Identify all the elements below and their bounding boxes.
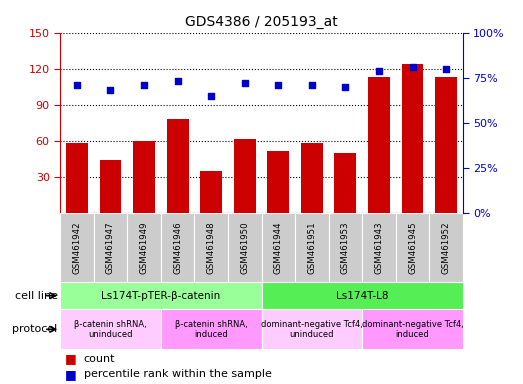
Text: β-catenin shRNA,
uninduced: β-catenin shRNA, uninduced <box>74 319 147 339</box>
Bar <box>295 213 328 282</box>
Bar <box>429 213 463 282</box>
Text: ■: ■ <box>65 368 77 381</box>
Text: Ls174T-L8: Ls174T-L8 <box>336 291 389 301</box>
Text: cell line: cell line <box>15 291 58 301</box>
Bar <box>66 143 88 213</box>
Bar <box>60 213 94 282</box>
Bar <box>301 143 323 213</box>
Text: GSM461949: GSM461949 <box>140 222 149 274</box>
Bar <box>262 213 295 282</box>
Bar <box>60 309 161 349</box>
Bar <box>267 151 289 213</box>
Bar <box>362 309 463 349</box>
Text: dominant-negative Tcf4,
induced: dominant-negative Tcf4, induced <box>361 319 463 339</box>
Bar <box>368 77 390 213</box>
Bar <box>161 309 262 349</box>
Bar <box>195 213 228 282</box>
Point <box>140 82 148 88</box>
Text: GSM461952: GSM461952 <box>441 221 451 274</box>
Point <box>408 64 417 70</box>
Bar <box>435 77 457 213</box>
Bar <box>161 213 195 282</box>
Text: percentile rank within the sample: percentile rank within the sample <box>84 369 271 379</box>
Text: ■: ■ <box>65 353 77 366</box>
Bar <box>133 141 155 213</box>
Bar <box>335 153 356 213</box>
Text: GSM461942: GSM461942 <box>72 221 82 274</box>
Bar <box>94 213 127 282</box>
Bar <box>200 171 222 213</box>
Point <box>274 82 282 88</box>
Point <box>174 78 182 84</box>
Point <box>375 68 383 74</box>
Text: GSM461950: GSM461950 <box>240 221 249 274</box>
Point <box>341 84 349 90</box>
Point <box>241 80 249 86</box>
Bar <box>262 309 362 349</box>
Bar <box>328 213 362 282</box>
Bar <box>228 213 262 282</box>
Bar <box>396 213 429 282</box>
Bar <box>262 282 463 309</box>
Point <box>442 66 450 72</box>
Bar <box>99 160 121 213</box>
Text: β-catenin shRNA,
induced: β-catenin shRNA, induced <box>175 319 247 339</box>
Point <box>73 82 81 88</box>
Text: dominant-negative Tcf4,
uninduced: dominant-negative Tcf4, uninduced <box>261 319 363 339</box>
Point <box>207 93 215 99</box>
Bar <box>362 213 396 282</box>
Text: GSM461944: GSM461944 <box>274 221 283 274</box>
Bar <box>402 64 424 213</box>
Bar <box>60 282 262 309</box>
Point <box>106 87 115 93</box>
Text: protocol: protocol <box>12 324 58 334</box>
Text: GSM461953: GSM461953 <box>341 221 350 274</box>
Text: Ls174T-pTER-β-catenin: Ls174T-pTER-β-catenin <box>101 291 221 301</box>
Text: GSM461948: GSM461948 <box>207 221 215 274</box>
Bar <box>127 213 161 282</box>
Text: GSM461951: GSM461951 <box>308 221 316 274</box>
Text: GSM461947: GSM461947 <box>106 221 115 274</box>
Text: GSM461943: GSM461943 <box>374 221 383 274</box>
Bar <box>167 119 188 213</box>
Text: GDS4386 / 205193_at: GDS4386 / 205193_at <box>185 15 338 29</box>
Point <box>308 82 316 88</box>
Text: count: count <box>84 354 115 364</box>
Text: GSM461946: GSM461946 <box>173 221 182 274</box>
Bar <box>234 139 256 213</box>
Text: GSM461945: GSM461945 <box>408 221 417 274</box>
